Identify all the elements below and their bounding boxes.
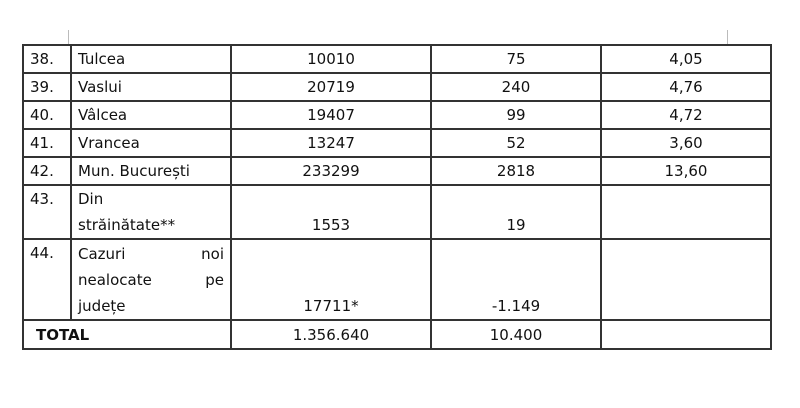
county-name: Vaslui xyxy=(70,72,232,102)
row-number: 41. xyxy=(22,128,72,158)
new-cases: 19 xyxy=(430,184,602,240)
new-cases: 2818 xyxy=(430,156,602,186)
county-name: Vâlcea xyxy=(70,100,232,130)
incidence-rate: 3,60 xyxy=(600,128,772,158)
total-cases: 20719 xyxy=(230,72,432,102)
total-cases: 233299 xyxy=(230,156,432,186)
word: noi xyxy=(201,245,224,263)
county-name: Cazuri noi nealocate pe județe xyxy=(70,238,232,321)
county-name: Vrancea xyxy=(70,128,232,158)
county-name: Din străinătate** xyxy=(70,184,232,240)
incidence-rate: 13,60 xyxy=(600,156,772,186)
incidence-rate: 4,05 xyxy=(600,44,772,74)
name-line: județe xyxy=(78,297,126,315)
row-number: 39. xyxy=(22,72,72,102)
table-row: 42. Mun. București 233299 2818 13,60 xyxy=(22,156,772,186)
name-line: Cazuri noi xyxy=(78,241,224,267)
name-line: Din xyxy=(78,190,104,208)
word: pe xyxy=(205,271,224,289)
name-line: străinătate** xyxy=(78,216,176,234)
word: nealocate xyxy=(78,271,152,289)
incidence-rate xyxy=(600,238,772,321)
county-name: Mun. București xyxy=(70,156,232,186)
incidence-rate xyxy=(600,184,772,240)
row-number: 38. xyxy=(22,44,72,74)
row-number: 43. xyxy=(22,184,72,240)
name-line: nealocate pe xyxy=(78,267,224,293)
ruler-mark-right xyxy=(727,30,728,44)
table-row: 41. Vrancea 13247 52 3,60 xyxy=(22,128,772,158)
incidence-rate: 4,72 xyxy=(600,100,772,130)
row-number: 40. xyxy=(22,100,72,130)
county-name: Tulcea xyxy=(70,44,232,74)
table-row: 40. Vâlcea 19407 99 4,72 xyxy=(22,100,772,130)
county-cases-table: 38. Tulcea 10010 75 4,05 39. Vaslui 2071… xyxy=(22,44,772,350)
table-row: 39. Vaslui 20719 240 4,76 xyxy=(22,72,772,102)
total-row: TOTAL 1.356.640 10.400 xyxy=(22,319,772,350)
new-cases: 52 xyxy=(430,128,602,158)
total-cases: 1553 xyxy=(230,184,432,240)
total-cases: 10010 xyxy=(230,44,432,74)
total-label: TOTAL xyxy=(22,319,232,350)
table-row: 38. Tulcea 10010 75 4,05 xyxy=(22,44,772,74)
new-cases: 75 xyxy=(430,44,602,74)
total-rate xyxy=(600,319,772,350)
word: Cazuri xyxy=(78,245,126,263)
total-cases: 17711* xyxy=(230,238,432,321)
ruler-mark-left xyxy=(68,30,69,44)
new-cases: 99 xyxy=(430,100,602,130)
incidence-rate: 4,76 xyxy=(600,72,772,102)
total-new-cases: 10.400 xyxy=(430,319,602,350)
new-cases: 240 xyxy=(430,72,602,102)
total-cases: 1.356.640 xyxy=(230,319,432,350)
new-cases: -1.149 xyxy=(430,238,602,321)
total-cases: 19407 xyxy=(230,100,432,130)
row-number: 44. xyxy=(22,238,72,321)
total-cases: 13247 xyxy=(230,128,432,158)
table-row: 43. Din străinătate** 1553 19 xyxy=(22,184,772,240)
table-row: 44. Cazuri noi nealocate pe județe 17711* … xyxy=(22,238,772,321)
row-number: 42. xyxy=(22,156,72,186)
